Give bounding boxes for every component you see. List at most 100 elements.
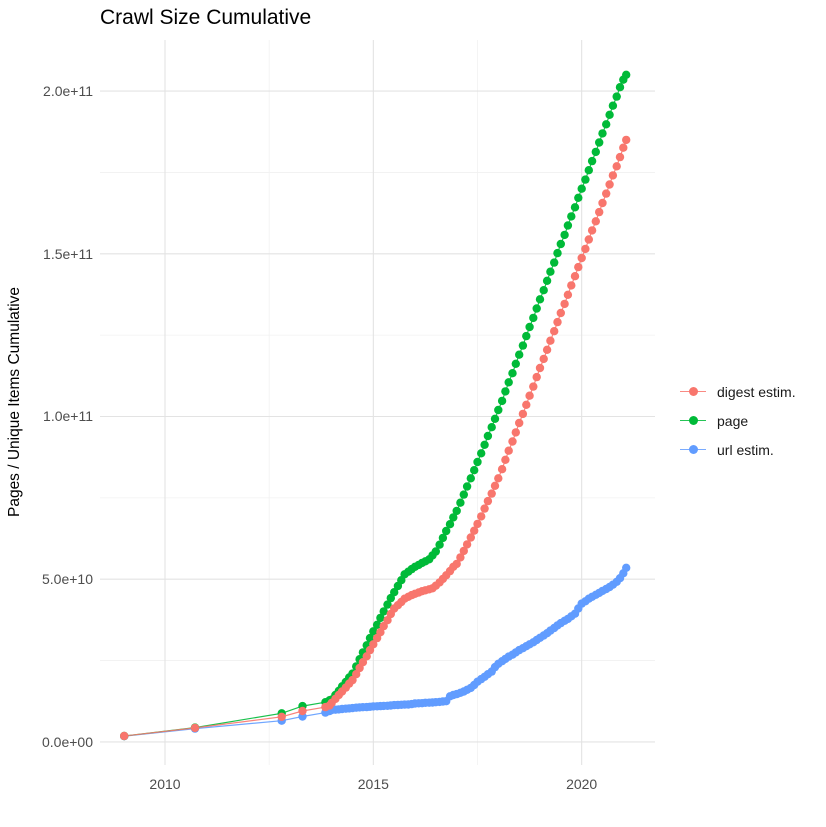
x-axis-tick-label: 2015: [357, 776, 389, 792]
data-point: [120, 731, 129, 741]
data-point: [556, 239, 565, 249]
data-point: [511, 428, 520, 437]
series-points-page: [120, 70, 631, 741]
data-point: [477, 449, 486, 458]
data-point: [462, 540, 472, 549]
data-point: [462, 482, 472, 491]
data-point: [452, 559, 461, 569]
data-point: [511, 359, 520, 368]
data-point: [553, 248, 562, 258]
series-line-url-estim: [124, 567, 627, 737]
data-point: [622, 563, 631, 572]
data-point: [508, 437, 517, 446]
data-point: [466, 533, 475, 542]
data-point: [518, 409, 528, 419]
legend-key-icon: [680, 386, 706, 398]
data-point: [563, 290, 573, 299]
data-point: [553, 317, 562, 327]
data-point: [501, 455, 510, 464]
data-point: [535, 363, 545, 373]
legend-key-icon: [680, 444, 706, 456]
data-point: [480, 440, 489, 449]
data-point: [532, 372, 541, 382]
data-point: [581, 244, 590, 254]
y-axis-tick-label: 2.0e+11: [43, 83, 93, 100]
data-point: [515, 418, 524, 428]
data-point: [622, 70, 631, 80]
data-point: [550, 258, 559, 267]
legend-item: url estim.: [680, 435, 796, 464]
data-point: [466, 474, 475, 483]
data-point: [615, 152, 625, 162]
data-point: [525, 322, 534, 332]
legend-item: digest estim.: [680, 377, 796, 406]
data-point: [567, 281, 576, 290]
data-point: [556, 308, 565, 318]
data-point: [598, 198, 607, 208]
data-point: [577, 253, 586, 263]
data-point: [542, 345, 552, 354]
data-point: [612, 162, 621, 171]
data-point: [605, 110, 614, 120]
data-point: [529, 313, 538, 323]
data-point: [605, 180, 614, 189]
data-point: [608, 101, 618, 110]
data-point: [445, 520, 455, 529]
y-axis-tick-label: 0.0e+00: [42, 733, 93, 750]
data-point: [595, 207, 604, 217]
data-point: [483, 496, 493, 506]
data-point: [595, 138, 604, 147]
data-point: [487, 489, 496, 498]
data-point: [608, 171, 618, 180]
data-point: [435, 540, 444, 549]
data-point: [473, 457, 482, 467]
data-point: [570, 203, 580, 212]
data-point: [352, 670, 361, 679]
data-point: [369, 640, 378, 649]
data-point: [522, 400, 531, 409]
data-point: [622, 135, 631, 145]
y-axis-title: Pages / Unique Items Cumulative: [6, 286, 23, 518]
legend-item-label: page: [717, 412, 749, 429]
data-point: [277, 712, 286, 721]
y-axis-tick-label: 1.0e+11: [43, 408, 93, 425]
data-point: [431, 547, 440, 556]
data-point: [529, 382, 538, 391]
data-point: [522, 331, 531, 341]
data-point: [619, 143, 628, 152]
data-point: [560, 230, 569, 240]
series-points-url-estim: [120, 563, 631, 741]
data-point: [563, 221, 573, 230]
legend-item: page: [680, 406, 796, 435]
data-point: [574, 193, 583, 202]
data-point: [470, 466, 479, 475]
data-point: [535, 295, 545, 304]
y-axis-tick-label: 5.0e+10: [42, 571, 93, 588]
x-axis-tick-label: 2020: [566, 776, 598, 792]
data-point: [584, 235, 593, 244]
data-point: [598, 129, 607, 138]
legend-key-icon: [680, 415, 706, 427]
data-point: [449, 513, 458, 522]
legend: digest estim. page url estim.: [680, 377, 796, 464]
data-point: [376, 613, 385, 623]
data-point: [591, 147, 600, 157]
data-point: [383, 600, 392, 609]
data-point: [504, 446, 513, 455]
data-point: [470, 526, 479, 535]
data-point: [487, 423, 496, 432]
data-point: [587, 226, 597, 235]
data-point: [379, 607, 388, 616]
data-point: [532, 304, 541, 313]
data-point: [525, 391, 534, 400]
chart-title: Crawl Size Cumulative: [100, 6, 312, 29]
data-point: [477, 512, 486, 521]
data-point: [480, 504, 489, 513]
data-point: [546, 267, 555, 276]
data-point: [560, 299, 569, 309]
data-point: [539, 354, 548, 364]
data-point: [518, 341, 528, 350]
legend-item-label: digest estim.: [717, 383, 796, 400]
data-point: [515, 350, 524, 359]
data-point: [494, 474, 503, 483]
